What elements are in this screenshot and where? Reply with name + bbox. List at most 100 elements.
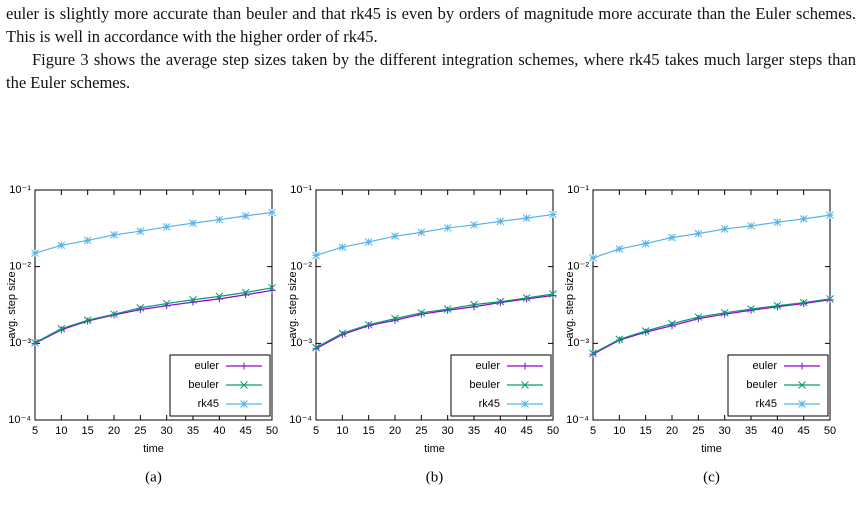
x-tick-label: 50: [547, 425, 559, 437]
body-text: euler is slightly more accurate than beu…: [6, 2, 856, 94]
caption: (a): [145, 469, 162, 485]
point-marker: [641, 239, 650, 248]
x-tick-label: 20: [108, 425, 120, 437]
point-marker: [496, 217, 505, 226]
x-axis-label: time: [424, 443, 445, 455]
point-marker: [589, 254, 597, 262]
legend-marker: [798, 400, 806, 408]
x-tick-label: 10: [613, 425, 625, 437]
y-tick-label: 10⁻¹: [567, 184, 589, 196]
y-axis-label: avg. step size: [6, 271, 18, 338]
legend-label: beuler: [746, 379, 777, 391]
point-marker: [826, 211, 834, 219]
x-tick-label: 10: [336, 425, 348, 437]
point-marker: [443, 224, 452, 232]
plot-frame: [34, 189, 273, 421]
point-marker: [417, 308, 426, 317]
point-marker: [522, 294, 531, 302]
point-marker: [189, 295, 197, 304]
point-marker: [615, 335, 624, 344]
x-tick-label: 25: [692, 425, 704, 437]
series-line: [592, 298, 831, 354]
x-tick-label: 5: [313, 425, 319, 437]
legend-marker: [240, 381, 248, 389]
y-tick-label: 10⁻⁴: [8, 414, 31, 426]
legend-label: rk45: [756, 398, 777, 410]
point-marker: [338, 243, 347, 251]
legend-marker: [521, 362, 529, 370]
point-marker: [720, 225, 729, 233]
y-tick-label: 10⁻²: [567, 261, 589, 273]
point-marker: [773, 218, 782, 227]
point-marker: [615, 245, 624, 253]
point-marker: [241, 212, 250, 220]
point-marker: [364, 320, 373, 329]
series-line: [592, 299, 831, 355]
point-marker: [83, 236, 92, 245]
point-marker: [496, 299, 504, 307]
x-tick-label: 5: [590, 425, 596, 437]
point-marker: [549, 292, 557, 300]
point-marker: [668, 233, 676, 242]
point-marker: [799, 215, 808, 223]
point-marker: [589, 350, 597, 358]
x-tick-label: 40: [771, 425, 783, 437]
legend-label: euler: [195, 360, 220, 372]
series-line: [315, 213, 554, 257]
series-line: [34, 287, 273, 344]
point-marker: [694, 229, 703, 238]
point-marker: [799, 298, 808, 307]
point-marker: [747, 305, 755, 313]
y-tick-label: 10⁻²: [9, 261, 31, 273]
point-marker: [444, 306, 452, 314]
x-tick-label: 25: [415, 425, 427, 437]
point-marker: [668, 319, 676, 328]
point-marker: [312, 345, 320, 353]
y-tick-label: 10⁻²: [290, 261, 312, 273]
point-marker: [136, 227, 145, 236]
legend-label: beuler: [188, 379, 219, 391]
x-tick-label: 20: [389, 425, 401, 437]
point-marker: [720, 308, 729, 317]
legend-marker: [240, 400, 248, 408]
point-marker: [31, 338, 39, 347]
legend-label: rk45: [479, 398, 500, 410]
point-marker: [364, 238, 373, 246]
point-marker: [312, 251, 320, 260]
point-marker: [136, 304, 145, 312]
point-marker: [391, 314, 399, 323]
point-marker: [589, 349, 597, 358]
point-marker: [826, 295, 834, 303]
point-marker: [162, 223, 171, 231]
x-tick-label: 25: [134, 425, 146, 437]
point-marker: [189, 219, 197, 227]
point-marker: [747, 222, 755, 230]
point-marker: [470, 300, 478, 309]
point-marker: [443, 305, 452, 313]
legend-label: rk45: [198, 398, 219, 410]
y-tick-label: 10⁻¹: [290, 184, 312, 196]
legend-marker: [798, 381, 806, 389]
x-tick-label: 35: [745, 425, 757, 437]
y-tick-label: 10⁻³: [290, 337, 312, 349]
point-marker: [162, 299, 171, 308]
y-tick-label: 10⁻³: [567, 337, 589, 349]
point-marker: [391, 232, 399, 241]
legend-label: euler: [476, 360, 501, 372]
point-marker: [241, 288, 250, 297]
point-marker: [338, 329, 347, 338]
point-marker: [549, 290, 557, 298]
point-marker: [417, 228, 426, 237]
legend-marker: [521, 381, 529, 389]
x-tick-label: 20: [666, 425, 678, 437]
point-marker: [694, 315, 702, 323]
x-tick-label: 45: [521, 425, 533, 437]
x-axis-label: time: [143, 443, 164, 455]
x-tick-label: 10: [55, 425, 67, 437]
point-marker: [268, 283, 276, 292]
caption: (b): [426, 469, 444, 485]
series-line: [592, 214, 831, 259]
series-line: [34, 289, 273, 344]
plot-frame: [592, 189, 831, 421]
